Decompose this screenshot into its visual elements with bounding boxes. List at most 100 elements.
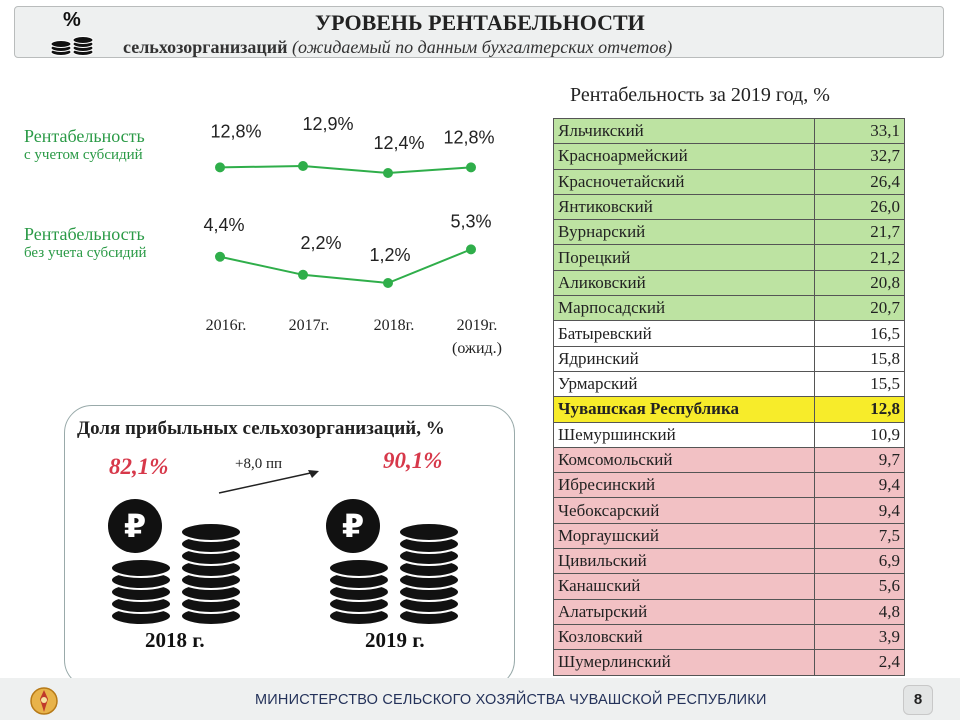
year-tick-label: 2019г. — [457, 317, 498, 334]
table-row: Янтиковский 26,0 — [553, 193, 905, 221]
label-with-main: Рентабельность — [24, 126, 145, 146]
series_with-line — [219, 164, 472, 175]
subtitle-bold: сельхозорганизаций — [123, 37, 288, 57]
table-row: Цивильский 6,9 — [553, 548, 905, 575]
table-row: Порецкий 21,2 — [553, 244, 905, 271]
year-tick-label: 2017г. — [289, 317, 330, 334]
district-value: 26,0 — [814, 193, 905, 221]
district-value: 6,9 — [814, 548, 905, 575]
district-value: 10,9 — [814, 421, 905, 448]
table-row: Красночетайский 26,4 — [553, 168, 905, 195]
profit-share-2018-value: 82,1% — [109, 454, 169, 479]
district-value: 9,7 — [814, 446, 905, 474]
district-name: Алатырский — [553, 598, 815, 625]
district-value: 2,4 — [814, 649, 905, 676]
table-row: Канашский 5,6 — [553, 573, 905, 600]
table-row: Чувашская Республика 12,8 — [553, 396, 905, 423]
district-name: Марпосадский — [553, 295, 815, 322]
table-row: Козловский 3,9 — [553, 623, 905, 651]
district-name: Аликовский — [553, 269, 815, 297]
district-name: Красночетайский — [553, 168, 815, 195]
district-value: 32,7 — [814, 143, 905, 170]
year-2018-label: 2018 г. — [145, 628, 205, 652]
series_with-data-label: 12,4% — [373, 133, 424, 153]
districts-table: Яльчикский 33,1 Красноармейский 32,7 Красноч… — [553, 117, 905, 676]
district-value: 21,7 — [814, 219, 905, 246]
page-title: УРОВЕНЬ РЕНТАБЕЛЬНОСТИ — [315, 10, 645, 35]
district-name: Чувашская Республика — [553, 396, 815, 423]
district-value: 20,8 — [814, 269, 905, 297]
table-title: Рентабельность за 2019 год, % — [570, 84, 830, 106]
district-value: 12,8 — [814, 396, 905, 423]
page-number: 8 — [903, 685, 933, 715]
ruble-coins-2018-icon: ₽ — [108, 499, 242, 626]
subtitle-italic: (ожидаемый по данным бухгалтерских отчет… — [292, 37, 673, 57]
ministry-name: МИНИСТЕРСТВО СЕЛЬСКОГО ХОЗЯЙСТВА ЧУВАШСК… — [255, 692, 767, 708]
profit-share-title: Доля прибыльных сельхозорганизаций, % — [77, 418, 445, 439]
district-name: Порецкий — [553, 244, 815, 271]
profit-share-2019-value: 90,1% — [383, 448, 443, 473]
series_without-data-label: 5,3% — [450, 211, 491, 231]
table-row: Ядринский 15,8 — [553, 345, 905, 372]
table-row: Аликовский 20,8 — [553, 269, 905, 297]
district-name: Моргаушский — [553, 522, 815, 550]
series_without-point — [466, 244, 476, 255]
district-name: Красноармейский — [553, 143, 815, 170]
series_with-data-label: 12,8% — [210, 121, 261, 141]
district-value: 15,8 — [814, 345, 905, 372]
district-name: Вурнарский — [553, 219, 815, 246]
label-without-main: Рентабельность — [24, 224, 145, 244]
emblem-icon — [30, 687, 58, 715]
district-value: 21,2 — [814, 244, 905, 271]
label-without-sub: без учета субсидий — [24, 245, 147, 261]
district-name: Яльчикский — [553, 117, 815, 145]
district-name: Канашский — [553, 573, 815, 600]
table-row: Моргаушский 7,5 — [553, 522, 905, 550]
district-value: 16,5 — [814, 320, 905, 347]
district-name: Шумерлинский — [553, 649, 815, 676]
district-value: 33,1 — [814, 117, 905, 145]
table-row: Яльчикский 33,1 — [553, 117, 905, 145]
series_with-data-label: 12,9% — [302, 115, 353, 134]
series_without-point — [215, 251, 225, 262]
table-row: Ибресинский 9,4 — [553, 472, 905, 499]
table-row: Шумерлинский 2,4 — [553, 649, 905, 676]
district-name: Батыревский — [553, 320, 815, 347]
table-row: Шемуршинский 10,9 — [553, 421, 905, 448]
coins-icon — [50, 36, 94, 56]
table-row: Комсомольский 9,7 — [553, 446, 905, 474]
year-note-label: (ожид.) — [452, 340, 502, 357]
district-value: 20,7 — [814, 295, 905, 322]
profit-share-delta: +8,0 пп — [235, 456, 283, 472]
footer-bar — [0, 678, 960, 720]
percent-sign: % — [63, 9, 81, 31]
district-value: 9,4 — [814, 472, 905, 499]
series_without-data-label: 1,2% — [369, 245, 410, 265]
series_with-data-label: 12,8% — [443, 127, 494, 147]
series_with-point — [298, 161, 308, 171]
district-value: 3,9 — [814, 623, 905, 651]
label-without-subsidies: Рентабельность без учета субсидий — [24, 224, 147, 262]
label-with-subsidies: Рентабельность с учетом субсидий — [24, 126, 145, 164]
district-name: Чебоксарский — [553, 497, 815, 524]
arrow-right-icon — [218, 470, 319, 494]
page-subtitle: сельхозорганизаций (ожидаемый по данным … — [123, 37, 672, 58]
header-banner: % УРОВЕНЬ РЕНТАБЕЛЬНОСТИ сельхозорганиза… — [14, 6, 944, 58]
svg-text:₽: ₽ — [342, 507, 364, 545]
profitability-trend-chart: 12,8% 12,9% 12,4% 12,8% 4,4% 2,2% 1,2% 5,3% 2016… — [203, 115, 502, 357]
district-name: Комсомольский — [553, 446, 815, 474]
table-row: Урмарский 15,5 — [553, 370, 905, 398]
district-name: Ибресинский — [553, 472, 815, 499]
table-row: Марпосадский 20,7 — [553, 295, 905, 322]
district-name: Козловский — [553, 623, 815, 651]
district-value: 4,8 — [814, 598, 905, 625]
year-tick-label: 2018г. — [374, 317, 415, 334]
table-row: Красноармейский 32,7 — [553, 143, 905, 170]
district-name: Цивильский — [553, 548, 815, 575]
district-name: Янтиковский — [553, 193, 815, 221]
series_without-line — [219, 248, 472, 285]
district-value: 9,4 — [814, 497, 905, 524]
ruble-coins-2019-icon: ₽ — [326, 499, 460, 626]
table-row: Батыревский 16,5 — [553, 320, 905, 347]
series_without-data-label: 2,2% — [300, 233, 341, 253]
